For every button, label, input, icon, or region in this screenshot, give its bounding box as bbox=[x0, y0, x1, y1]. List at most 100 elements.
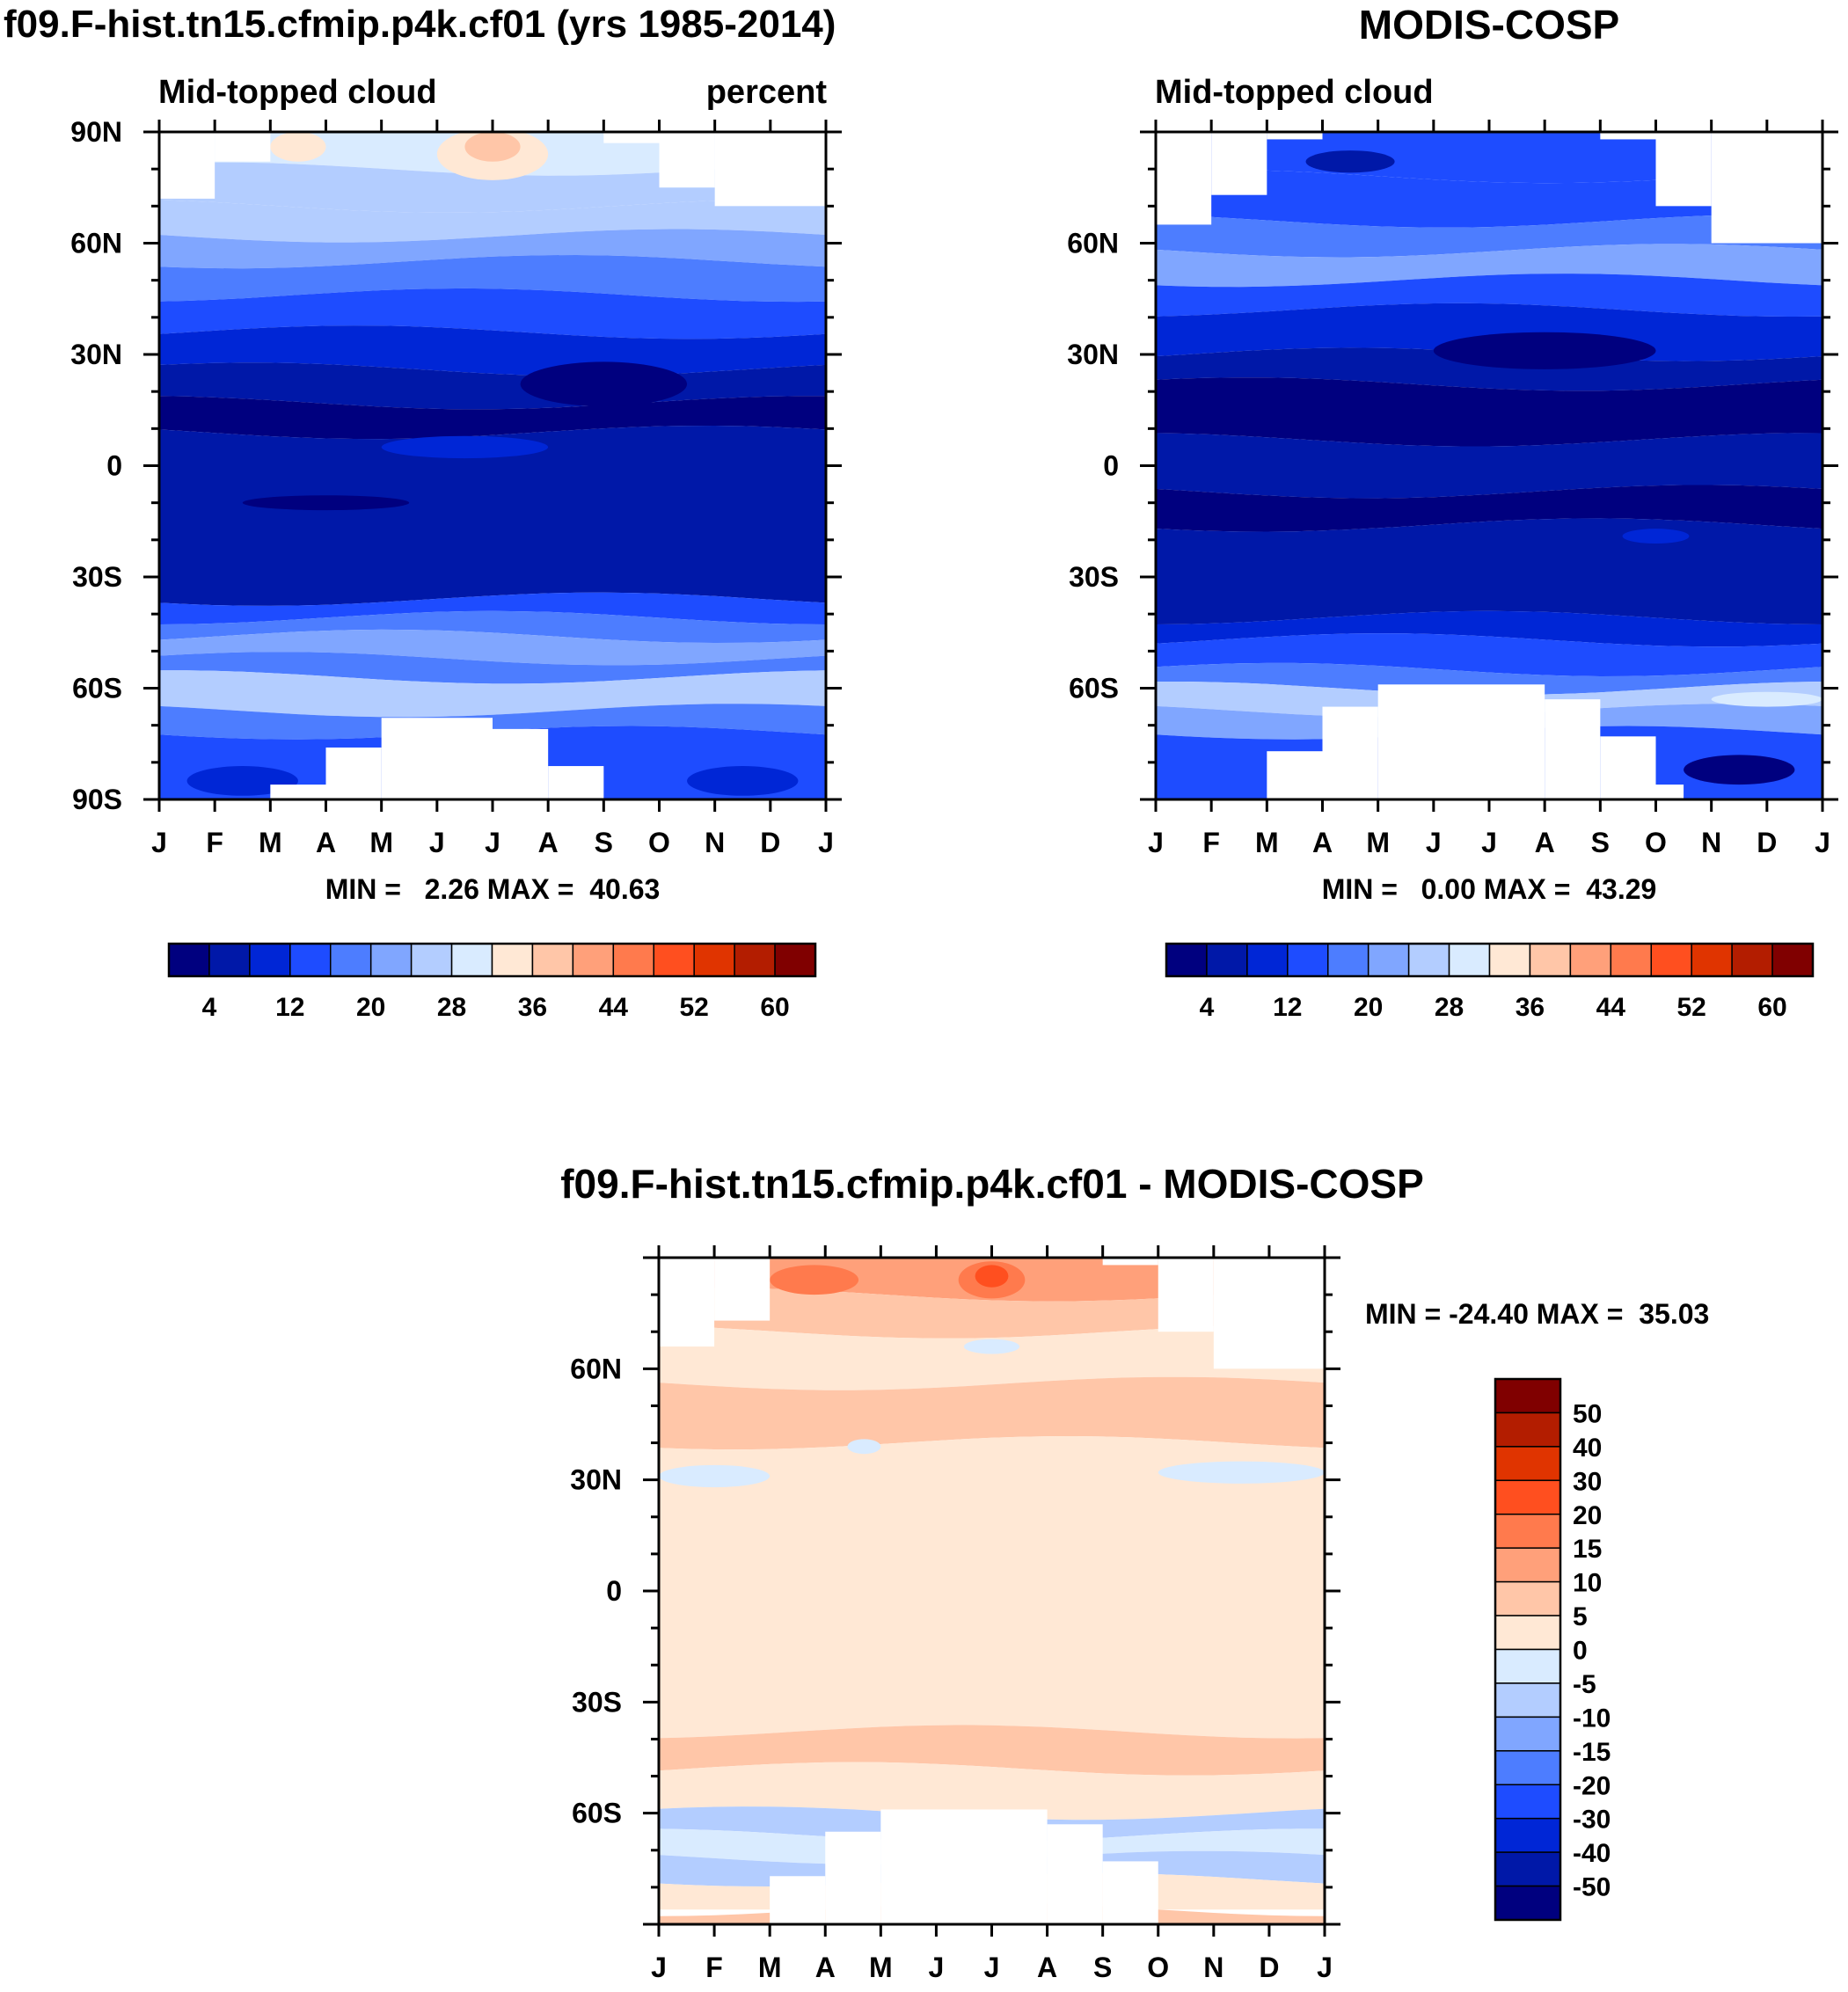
contour-band bbox=[1156, 433, 1822, 499]
colorbar-label: 60 bbox=[1757, 993, 1786, 1022]
colorbar-label: 50 bbox=[1573, 1399, 1602, 1428]
panel1-colorbar: 4 12 20 28 36 44 52 60 bbox=[167, 942, 817, 1022]
missing-data-region bbox=[1600, 736, 1656, 799]
colorbar-box bbox=[531, 943, 574, 977]
colorbar-label: 44 bbox=[599, 993, 629, 1022]
contour-band bbox=[159, 629, 826, 666]
x-tick-label: A bbox=[316, 827, 336, 858]
contour-band bbox=[159, 288, 826, 339]
x-tick-label: A bbox=[1535, 827, 1555, 858]
colorbar-label: -15 bbox=[1573, 1738, 1611, 1767]
colorbar-box bbox=[1488, 943, 1531, 977]
contour-band bbox=[659, 1762, 1325, 1821]
colorbar-box bbox=[289, 943, 332, 977]
panel1-title: f09.F-hist.tn15.cfmip.p4k.cf01 (yrs 1985… bbox=[4, 3, 836, 46]
contour-band bbox=[659, 1376, 1325, 1450]
missing-data-region bbox=[1102, 1861, 1158, 1924]
missing-data-region bbox=[270, 784, 326, 799]
x-tick-label: M bbox=[1255, 827, 1279, 858]
colorbar-box bbox=[1494, 1412, 1561, 1448]
colorbar-box bbox=[1494, 1648, 1561, 1684]
panel2-title: MODIS-COSP bbox=[1359, 2, 1619, 47]
colorbar-label: 60 bbox=[760, 993, 789, 1022]
y-tick-label: 30S bbox=[1069, 561, 1119, 593]
colorbar-box bbox=[1494, 1378, 1561, 1414]
colorbar-box bbox=[774, 943, 816, 977]
colorbar-label: 20 bbox=[356, 993, 385, 1022]
x-tick-label: A bbox=[538, 827, 559, 858]
y-tick-label: 0 bbox=[106, 450, 122, 482]
colorbar-box bbox=[1494, 1750, 1561, 1785]
missing-data-region bbox=[770, 1876, 826, 1924]
missing-data-region bbox=[1156, 132, 1212, 225]
colorbar-box bbox=[1731, 943, 1773, 977]
contour-field bbox=[1156, 132, 1822, 799]
missing-data-region bbox=[714, 132, 826, 207]
missing-data-region bbox=[659, 132, 715, 188]
x-tick-label: O bbox=[1645, 827, 1667, 858]
y-tick-label: 30S bbox=[72, 561, 122, 593]
colorbar-box bbox=[1494, 1885, 1561, 1921]
y-tick-label: 30N bbox=[70, 339, 122, 370]
colorbar-box bbox=[1494, 1784, 1561, 1820]
missing-data-region bbox=[714, 1258, 771, 1321]
colorbar-box bbox=[1494, 1479, 1561, 1515]
colorbar-box bbox=[1494, 1580, 1561, 1616]
contour-feature bbox=[770, 1265, 859, 1295]
colorbar-label: 5 bbox=[1573, 1602, 1588, 1631]
x-tick-label: N bbox=[705, 827, 725, 858]
colorbar-box bbox=[1529, 943, 1572, 977]
colorbar-label: -5 bbox=[1573, 1670, 1596, 1699]
colorbar-box bbox=[572, 943, 615, 977]
y-tick-label: 90N bbox=[70, 116, 122, 148]
contour-band bbox=[659, 1436, 1325, 1739]
colorbar-frame bbox=[167, 942, 817, 978]
y-tick-label: 30S bbox=[572, 1686, 622, 1718]
colorbar-box bbox=[1494, 1615, 1561, 1651]
panel2-stats: MIN = 0.00 MAX = 43.29 bbox=[1322, 873, 1657, 905]
x-tick-label: M bbox=[369, 827, 393, 858]
contour-band bbox=[1156, 274, 1822, 317]
colorbar-label: 4 bbox=[202, 993, 217, 1022]
x-tick-label: O bbox=[1147, 1952, 1169, 1983]
panel1-subtitle-left: Mid-topped cloud bbox=[158, 74, 437, 111]
contour-band bbox=[159, 610, 826, 643]
y-tick-label: 60S bbox=[572, 1798, 622, 1829]
contour-band bbox=[659, 1725, 1325, 1776]
contour-feature bbox=[520, 361, 688, 407]
contour-feature bbox=[975, 1265, 1009, 1288]
missing-data-region bbox=[1377, 684, 1545, 799]
colorbar-label: 20 bbox=[1573, 1501, 1602, 1530]
y-tick-label: 60S bbox=[1069, 673, 1119, 704]
x-tick-label: D bbox=[1757, 827, 1777, 858]
colorbar-box bbox=[1206, 943, 1248, 977]
contour-band bbox=[1156, 214, 1822, 258]
x-tick-label: F bbox=[206, 827, 223, 858]
y-tick-label: 30N bbox=[1067, 339, 1119, 370]
missing-data-region bbox=[381, 718, 493, 799]
contour-feature bbox=[659, 1464, 771, 1488]
colorbar-box bbox=[734, 943, 776, 977]
x-tick-label: J bbox=[1481, 827, 1497, 858]
missing-data-region bbox=[215, 132, 271, 162]
x-tick-label: S bbox=[1591, 827, 1610, 858]
panel3-title: f09.F-hist.tn15.cfmip.p4k.cf01 - MODIS-C… bbox=[560, 1161, 1424, 1207]
y-tick-label: 30N bbox=[570, 1464, 622, 1496]
missing-data-region bbox=[1047, 1824, 1103, 1924]
colorbar-box bbox=[410, 943, 453, 977]
contour-band bbox=[1156, 377, 1822, 447]
contour-band bbox=[1156, 518, 1822, 624]
colorbar-box bbox=[1494, 1851, 1561, 1887]
colorbar-label: 40 bbox=[1573, 1434, 1602, 1463]
colorbar-label: 0 bbox=[1573, 1637, 1588, 1666]
colorbar-label: 52 bbox=[680, 993, 709, 1022]
colorbar-box bbox=[1650, 943, 1692, 977]
missing-data-region bbox=[1158, 1258, 1214, 1332]
contour-band bbox=[1156, 662, 1822, 695]
x-tick-label: M bbox=[259, 827, 282, 858]
colorbar-label: 4 bbox=[1200, 993, 1215, 1022]
colorbar-label: 12 bbox=[275, 993, 304, 1022]
x-tick-label: A bbox=[1312, 827, 1333, 858]
colorbar-label: 36 bbox=[518, 993, 547, 1022]
